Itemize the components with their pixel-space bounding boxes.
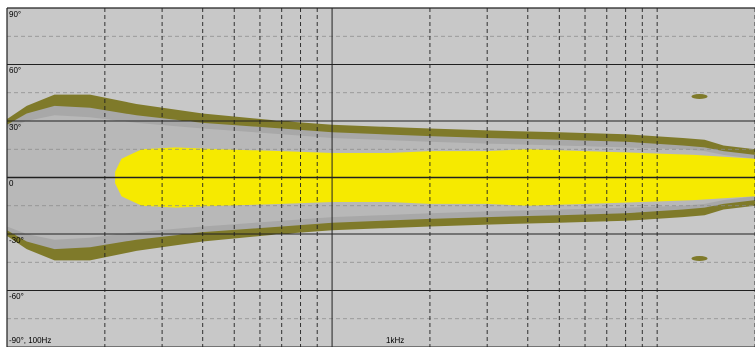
x-tick-label-1khz: 1kHz	[386, 336, 404, 345]
y-tick-label-0: 0	[9, 179, 14, 188]
y-tick-label-60: 60°	[9, 66, 21, 75]
side-lobe-1	[691, 94, 708, 100]
y-tick-label-30: 30°	[9, 123, 21, 132]
side-lobe-2	[691, 255, 708, 261]
y-tick-label-minus-60: -60°	[9, 292, 24, 301]
y-tick-label-minus-90-100hz: -90°, 100Hz	[9, 336, 51, 345]
tick-label-layer: 90° 60° 30° 0 -30° -60° -90°, 100Hz 1kHz	[9, 10, 404, 345]
y-tick-label-minus-30: -30°	[9, 236, 24, 245]
grid-layer	[6, 7, 755, 347]
y-tick-label-90: 90°	[9, 10, 21, 19]
